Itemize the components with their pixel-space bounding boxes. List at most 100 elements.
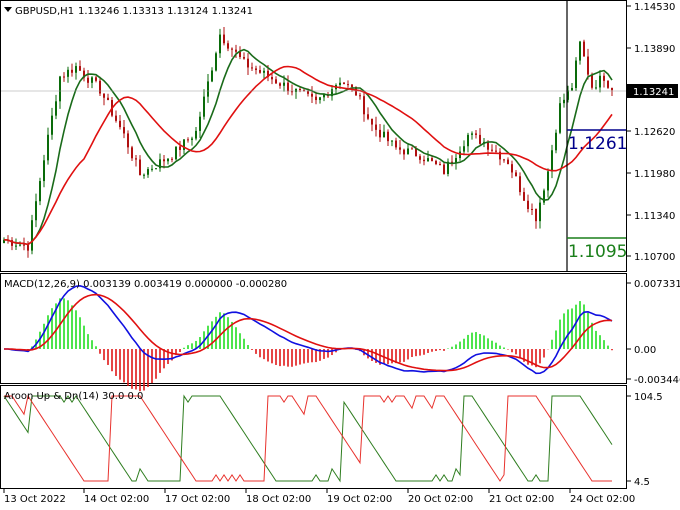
candle [499, 148, 501, 166]
candle [411, 146, 413, 150]
time-tick-label: 19 Oct 02:00 [327, 494, 392, 505]
macd-pane[interactable] [0, 273, 627, 384]
candle [507, 157, 509, 165]
candle [399, 139, 401, 155]
candle [71, 63, 73, 77]
candle [419, 154, 421, 164]
candle [123, 119, 125, 139]
candle [279, 82, 281, 89]
aroon-tick-label: 4.5 [634, 477, 650, 488]
candle [511, 160, 513, 179]
price-pane[interactable] [0, 0, 627, 272]
candle [535, 208, 537, 229]
candle [439, 161, 441, 166]
price-tick-label: 1.13890 [634, 44, 675, 55]
candle [159, 153, 161, 172]
candle [171, 157, 173, 163]
aroon-tick-label: 104.5 [634, 392, 663, 403]
candle [235, 44, 237, 58]
candle [583, 39, 585, 57]
candle [243, 52, 245, 60]
candle [319, 96, 321, 104]
candle [35, 193, 37, 228]
candle [563, 93, 565, 108]
candle [215, 51, 217, 72]
time-tick-label: 18 Oct 02:00 [246, 494, 311, 505]
candle [135, 155, 137, 167]
candle [51, 107, 53, 140]
signal-line[interactable] [4, 293, 613, 372]
candle [83, 67, 85, 82]
aroon-up-line[interactable] [3, 394, 613, 483]
candle [315, 91, 317, 105]
candle [151, 164, 153, 172]
candle [43, 154, 45, 188]
price-tick-label: 1.11340 [634, 211, 675, 222]
candle [491, 144, 493, 153]
candle [47, 127, 49, 165]
candle [275, 76, 277, 84]
candle [99, 76, 101, 96]
candle [539, 196, 541, 229]
candle [359, 92, 361, 100]
candle [223, 27, 225, 46]
candle [347, 80, 349, 88]
candle [103, 93, 105, 106]
candle [555, 129, 557, 154]
aroon-pane[interactable] [0, 385, 627, 489]
candle [451, 155, 453, 167]
price-tick-label: 1.10700 [634, 252, 675, 263]
candle [543, 188, 545, 205]
candle [331, 85, 333, 101]
candle [607, 80, 609, 89]
candle [603, 72, 605, 88]
symbol-arrow-icon [4, 7, 12, 12]
level-label-lower: 1.1095 [568, 242, 627, 262]
candle [435, 159, 437, 166]
candle [447, 158, 449, 177]
candle [219, 28, 221, 58]
candle [191, 136, 193, 146]
candle [407, 142, 409, 155]
fast-ma-line[interactable] [3, 48, 613, 246]
time-tick-label: 21 Oct 02:00 [489, 494, 554, 505]
aroon-axis: 104.5 4.5 [627, 392, 663, 488]
candle [295, 88, 297, 99]
candle [271, 72, 273, 85]
macd-series [4, 284, 613, 392]
candle [147, 167, 149, 178]
price-axis: 1.14530 1.13890 1.12620 1.11980 1.11340 … [627, 2, 675, 263]
candle [31, 214, 33, 255]
candle [575, 57, 577, 91]
aroon-down-line[interactable] [4, 394, 612, 482]
candle [403, 148, 405, 160]
candle [515, 169, 517, 177]
ohlc-label: 1.13246 1.13313 1.13124 1.13241 [78, 6, 253, 17]
candle [139, 155, 141, 176]
candle [503, 158, 505, 163]
candle [567, 85, 569, 103]
macd-tick-label: 0.007331 [634, 279, 680, 290]
candle [523, 187, 525, 201]
macd-label: MACD(12,26,9) 0.003139 0.003419 0.000000… [4, 279, 287, 290]
current-price-text: 1.13241 [633, 87, 674, 98]
candle [11, 237, 13, 251]
candle [175, 146, 177, 161]
candle [375, 116, 377, 137]
candle [547, 168, 549, 198]
candle [527, 194, 529, 213]
aroon-label: Aroon Up & Dn(14) 30.0 0.0 [4, 391, 143, 402]
candle [343, 82, 345, 85]
candle [395, 137, 397, 150]
macd-line[interactable] [4, 284, 613, 375]
candle [287, 75, 289, 95]
candle [179, 140, 181, 157]
candle [363, 90, 365, 122]
slow-ma-line[interactable] [3, 65, 613, 246]
candle [247, 53, 249, 75]
candle [227, 40, 229, 52]
candle [519, 172, 521, 196]
candle [391, 140, 393, 147]
candle [207, 74, 209, 103]
